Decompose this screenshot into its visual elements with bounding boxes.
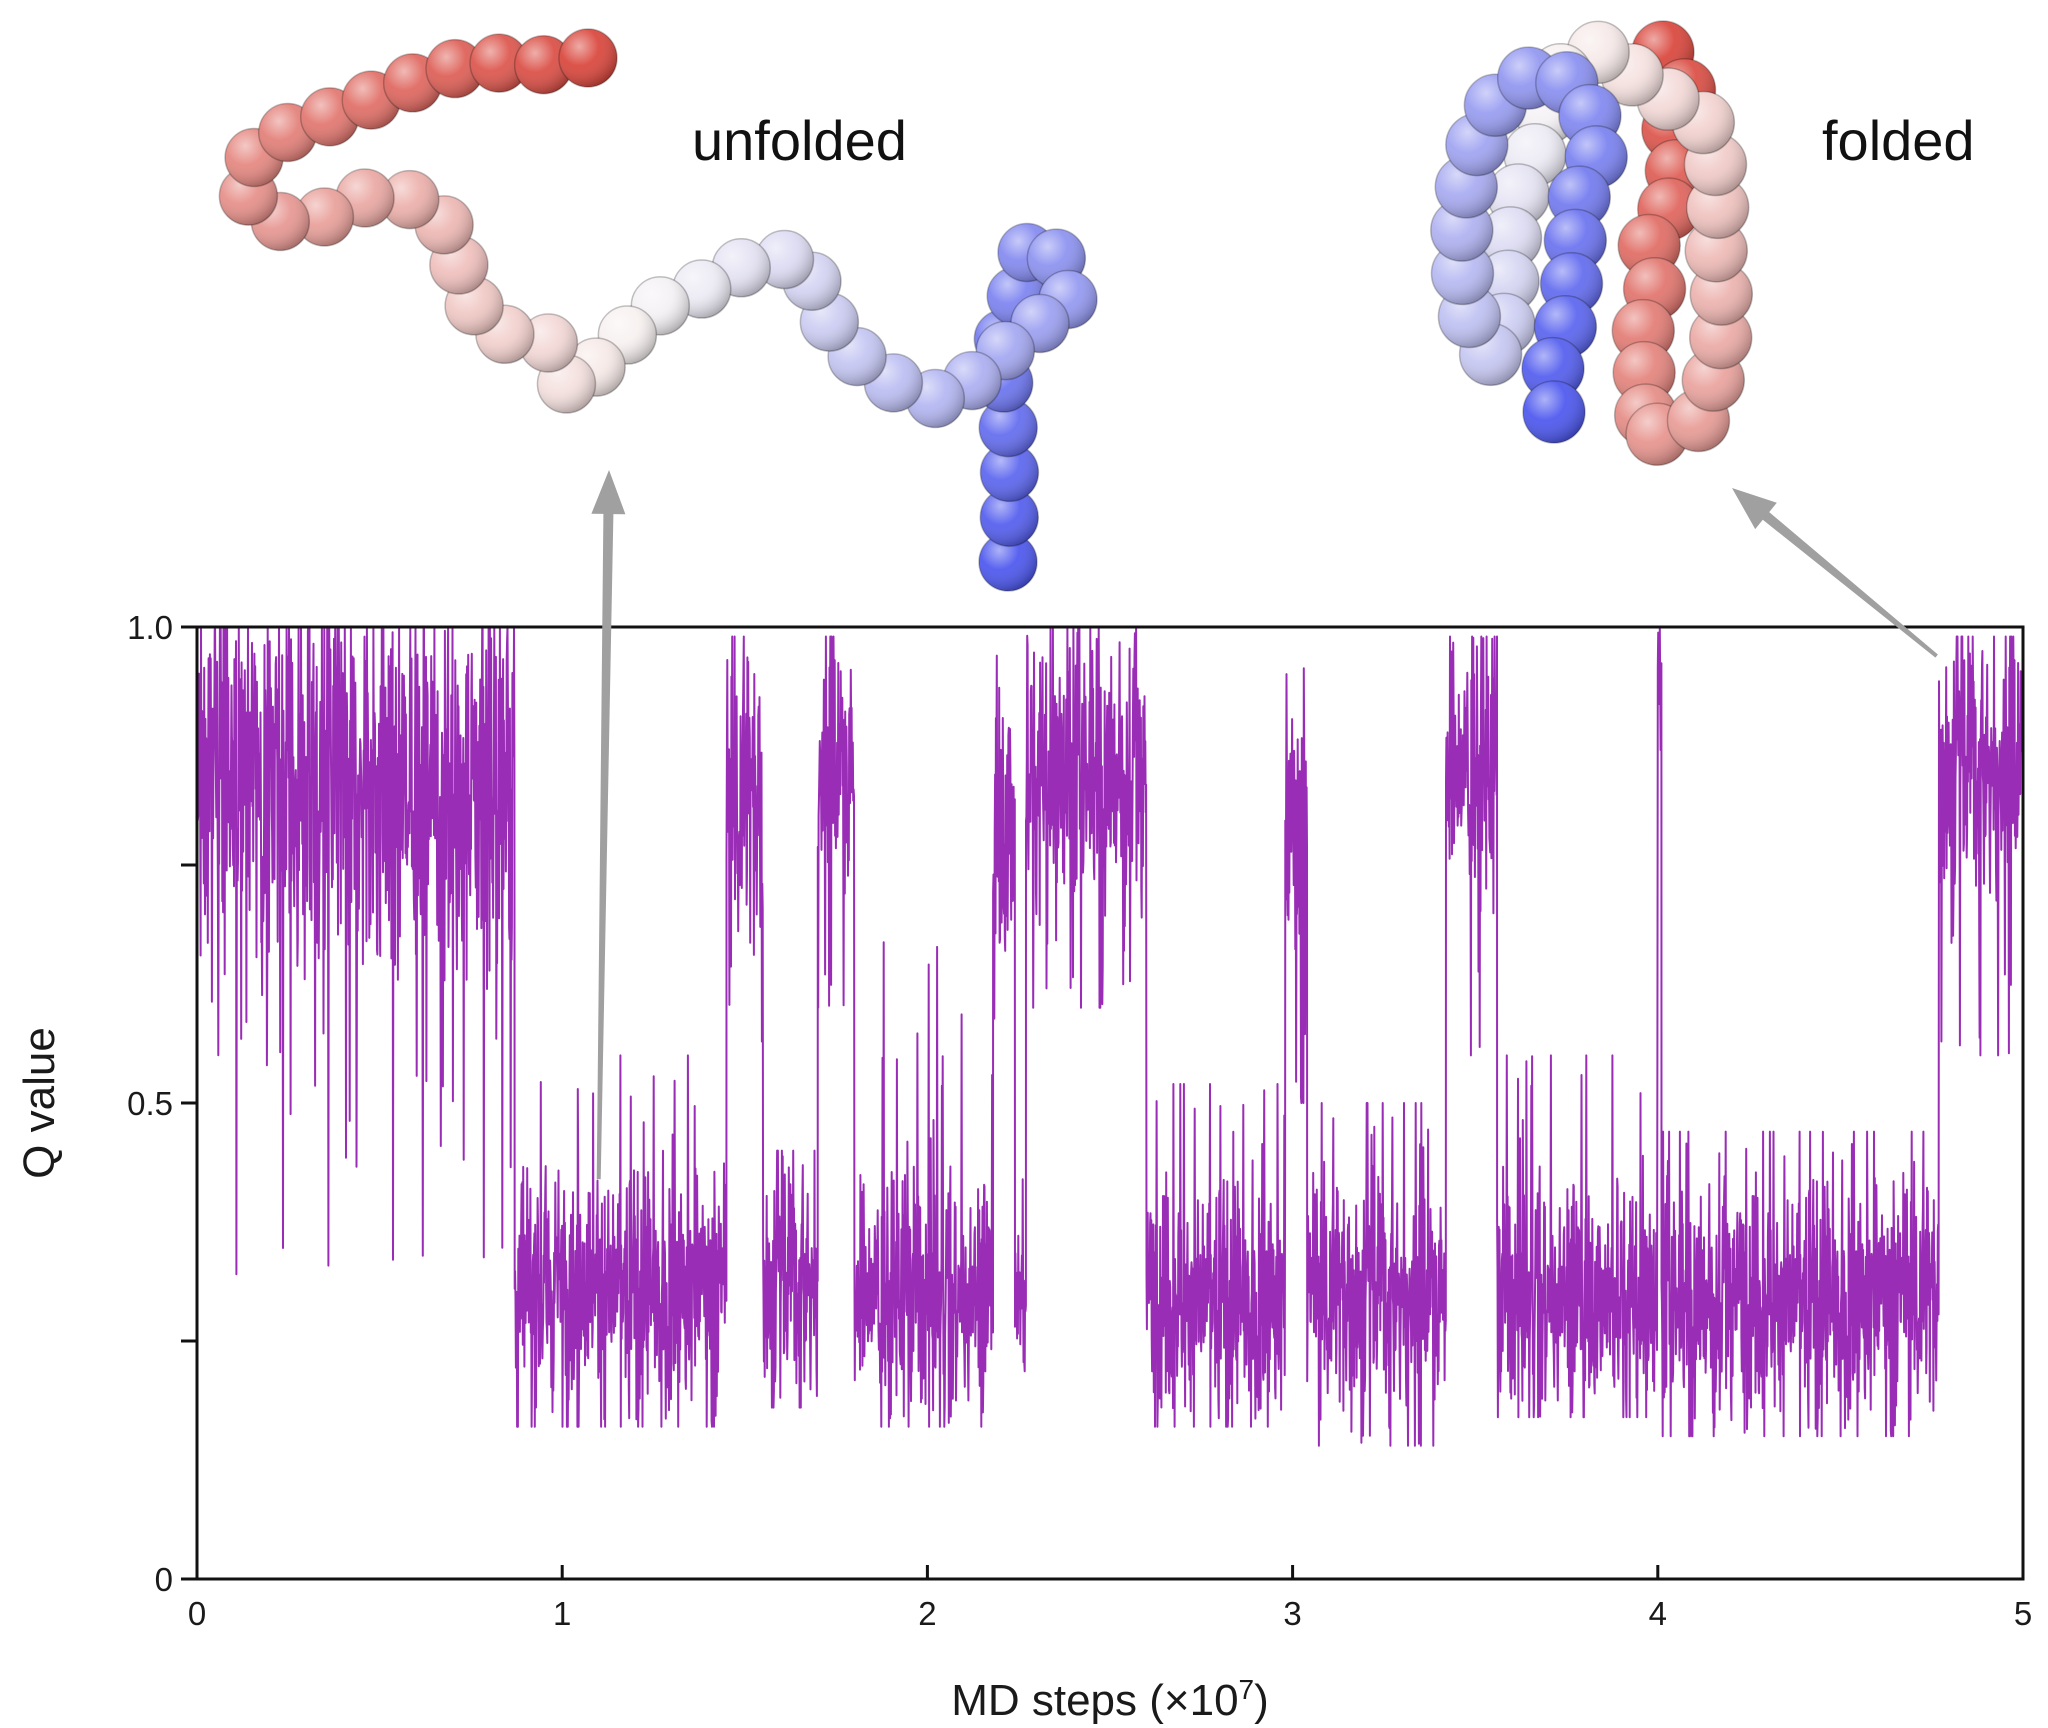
folded-label: folded	[1822, 109, 1975, 172]
y-tick-label: 0.5	[127, 1085, 173, 1122]
residue-sphere-shading	[519, 313, 578, 372]
x-tick-label: 5	[2014, 1595, 2032, 1632]
y-axis-ticks: 0 0.5 1.0	[127, 609, 197, 1598]
x-tick-label: 2	[918, 1595, 936, 1632]
x-tick-label: 0	[188, 1595, 206, 1632]
residue-sphere-shading	[470, 34, 529, 93]
x-axis-title: MD steps (×107)	[951, 1674, 1269, 1725]
x-axis-ticks: 0 1 2 3 4 5	[188, 1565, 2032, 1632]
residue-sphere-shading	[1689, 306, 1752, 369]
residue-sphere-shading	[426, 39, 485, 98]
x-tick-label: 1	[553, 1595, 571, 1632]
x-tick-label: 3	[1283, 1595, 1301, 1632]
residue-sphere-shading	[559, 29, 617, 87]
residue-sphere-shading	[1431, 242, 1494, 305]
residue-sphere-shading	[1522, 337, 1585, 400]
residue-sphere-shading	[755, 230, 814, 289]
q-value-trace	[196, 626, 2024, 1447]
residue-sphere-shading	[380, 170, 439, 229]
residue-sphere-shading	[295, 187, 354, 246]
residue-sphere-shading	[1685, 219, 1748, 282]
y-axis-title: Q value	[15, 1027, 64, 1179]
unfolded-protein-structure	[218, 28, 1098, 592]
unfolded-label: unfolded	[692, 109, 907, 172]
folded-protein-structure	[1430, 20, 1754, 467]
residue-sphere-shading	[979, 398, 1038, 457]
y-tick-label: 0	[155, 1561, 173, 1598]
y-tick-label: 1.0	[127, 609, 173, 646]
residue-sphere-shading	[979, 533, 1037, 591]
residue-sphere-shading	[980, 443, 1039, 502]
residue-sphere-shading	[980, 488, 1039, 547]
folded-arrow	[1732, 488, 1938, 658]
unfolded-arrow	[591, 470, 626, 1180]
plot-area: 0 1 2 3 4 5 0 0.5 1.0	[127, 609, 2032, 1632]
residue-sphere-shading	[1523, 381, 1585, 443]
annotation-arrows	[591, 470, 1938, 1180]
residue-sphere-shading	[514, 35, 573, 94]
x-tick-label: 4	[1649, 1595, 1667, 1632]
